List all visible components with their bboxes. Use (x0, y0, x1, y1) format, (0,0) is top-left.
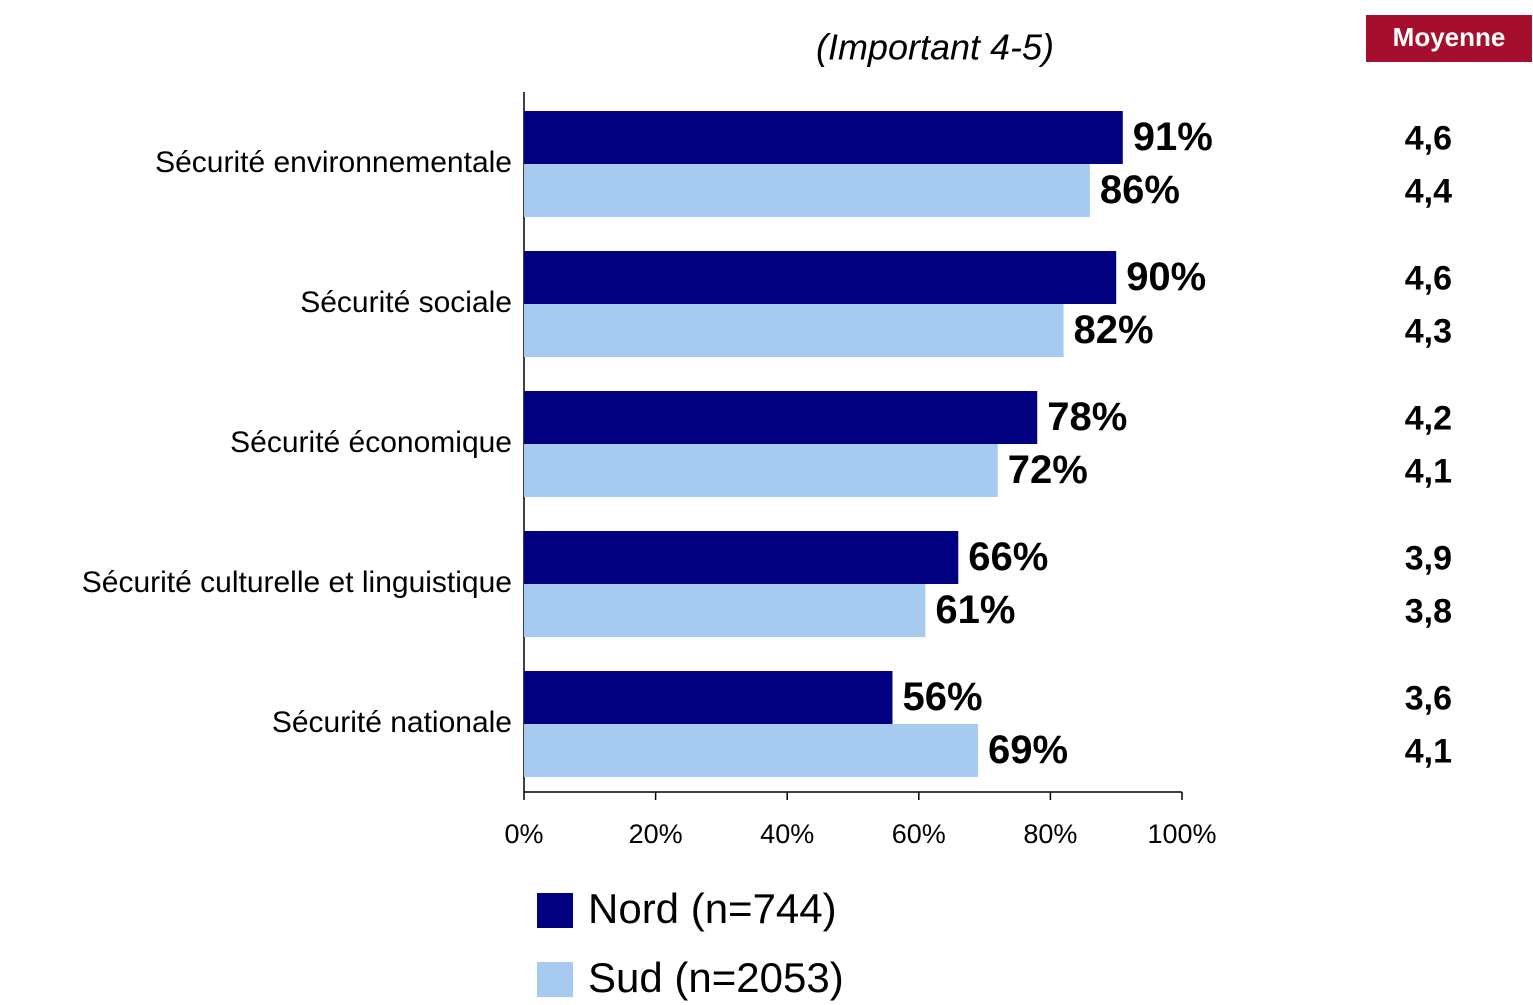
mean-value: 4,4 (1405, 172, 1452, 210)
value-label: 90% (1126, 255, 1206, 299)
bar (524, 671, 893, 724)
mean-value: 3,9 (1405, 539, 1452, 577)
value-label: 66% (968, 535, 1048, 579)
x-tick-label: 60% (892, 819, 946, 849)
x-tick-label: 100% (1147, 819, 1216, 849)
bar (524, 531, 959, 584)
value-label: 82% (1074, 308, 1154, 352)
mean-value: 3,6 (1405, 679, 1452, 717)
bar (524, 164, 1090, 217)
value-label: 91% (1133, 115, 1213, 159)
bar (524, 304, 1064, 357)
bar (524, 391, 1038, 444)
bar (524, 584, 926, 637)
value-label: 69% (988, 728, 1068, 772)
x-tick-label: 40% (760, 819, 814, 849)
mean-value: 4,2 (1405, 399, 1452, 437)
legend-swatch (537, 962, 573, 997)
mean-header: Moyenne (1393, 22, 1506, 52)
value-label: 56% (902, 675, 982, 719)
value-label: 86% (1100, 168, 1180, 212)
mean-header-box (1366, 15, 1532, 62)
x-tick-label: 0% (504, 819, 543, 849)
legend-label: Sud (n=2053) (588, 954, 844, 1001)
value-label: 78% (1047, 395, 1127, 439)
mean-value: 3,8 (1405, 592, 1452, 630)
mean-value: 4,6 (1405, 119, 1452, 157)
mean-value: 4,3 (1405, 312, 1452, 350)
category-label: Sécurité sociale (300, 286, 512, 319)
category-label: Sécurité environnementale (155, 146, 512, 179)
legend-label: Nord (n=744) (588, 885, 837, 932)
x-tick-label: 80% (1023, 819, 1077, 849)
bar (524, 111, 1123, 164)
category-label: Sécurité économique (230, 426, 512, 459)
value-label: 72% (1008, 448, 1088, 492)
mean-value: 4,6 (1405, 259, 1452, 297)
category-label: Sécurité nationale (272, 706, 512, 739)
mean-value: 4,1 (1405, 732, 1452, 770)
category-label: Sécurité culturelle et linguistique (82, 566, 512, 599)
chart-subtitle: (Important 4-5) (816, 27, 1054, 68)
bar (524, 251, 1117, 304)
mean-value: 4,1 (1405, 452, 1452, 490)
value-label: 61% (935, 588, 1015, 632)
bar (524, 724, 979, 777)
legend-swatch (537, 893, 573, 928)
bar (524, 444, 998, 497)
x-tick-label: 20% (629, 819, 683, 849)
